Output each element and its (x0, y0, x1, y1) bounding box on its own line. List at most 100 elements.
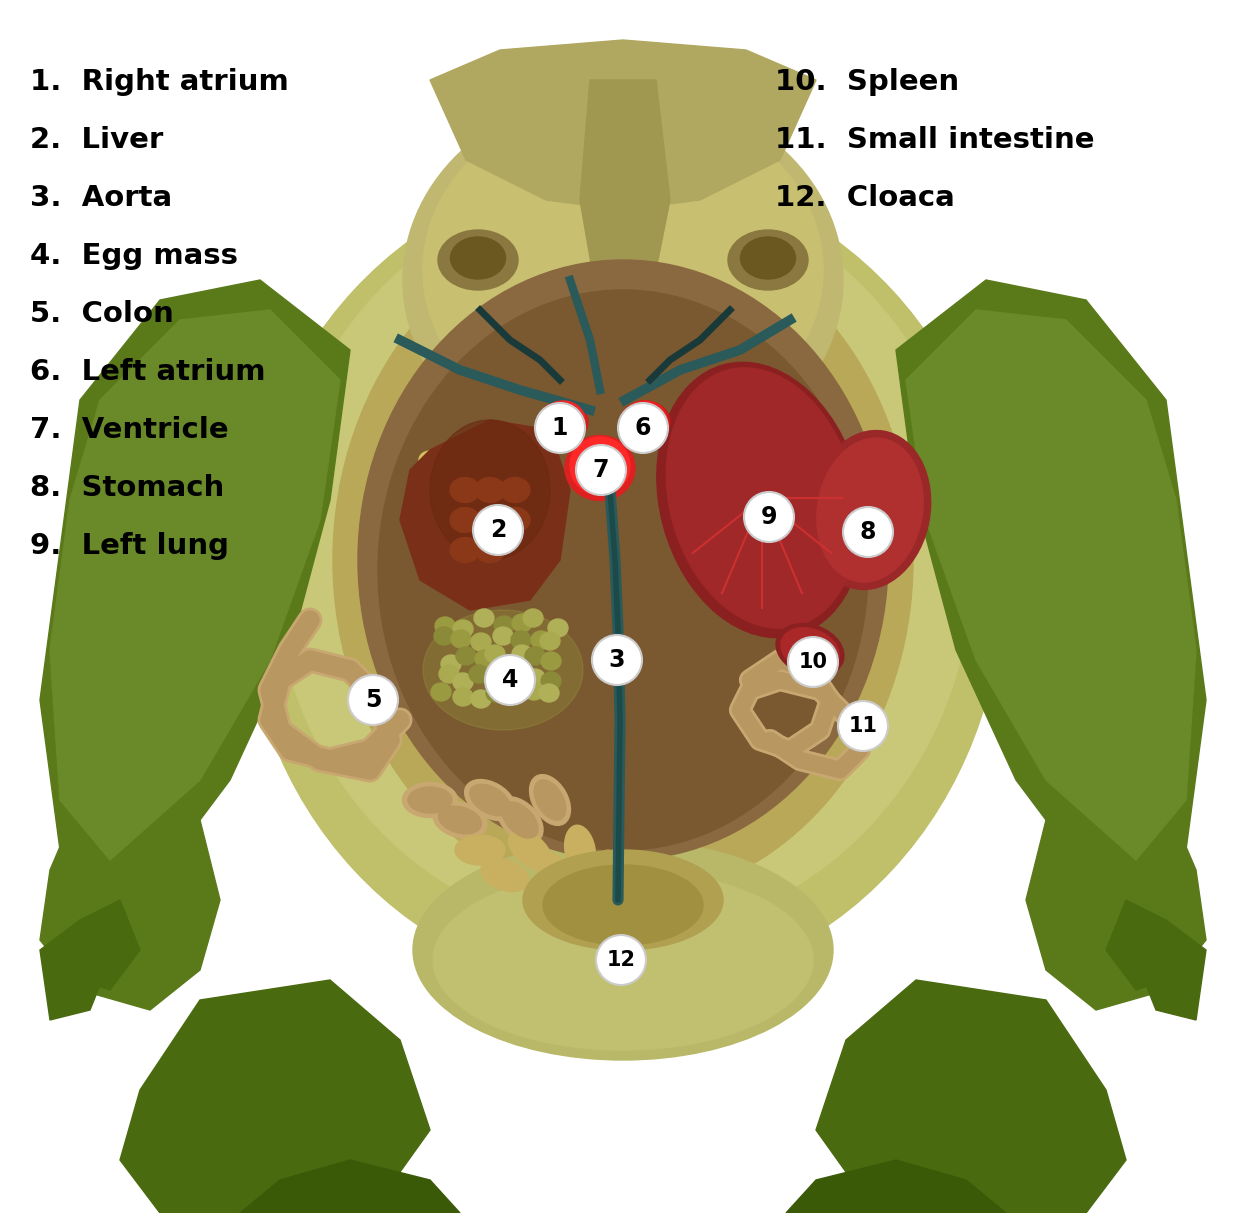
Ellipse shape (422, 99, 824, 440)
Ellipse shape (434, 870, 812, 1050)
Ellipse shape (439, 230, 518, 290)
Ellipse shape (510, 682, 530, 700)
Ellipse shape (540, 632, 559, 650)
Ellipse shape (541, 653, 561, 670)
Ellipse shape (523, 850, 723, 950)
Ellipse shape (333, 220, 913, 900)
Ellipse shape (449, 451, 471, 469)
Polygon shape (816, 980, 1126, 1213)
Text: 11: 11 (849, 716, 877, 736)
Ellipse shape (412, 839, 834, 1060)
Circle shape (485, 655, 535, 705)
Ellipse shape (548, 619, 568, 637)
Circle shape (839, 701, 888, 751)
Ellipse shape (450, 507, 480, 533)
Circle shape (787, 637, 839, 687)
Text: 5: 5 (365, 688, 381, 712)
Ellipse shape (569, 437, 630, 495)
Ellipse shape (493, 616, 515, 634)
Ellipse shape (481, 859, 530, 892)
Text: 8.  Stomach: 8. Stomach (30, 474, 224, 502)
Ellipse shape (537, 852, 573, 898)
Polygon shape (40, 280, 350, 900)
Text: 3.  Aorta: 3. Aorta (30, 184, 172, 212)
Ellipse shape (564, 435, 635, 501)
Ellipse shape (538, 402, 588, 443)
Text: 7.  Ventricle: 7. Ventricle (30, 416, 228, 444)
Ellipse shape (511, 631, 531, 649)
Ellipse shape (471, 690, 491, 708)
Ellipse shape (781, 628, 839, 672)
Polygon shape (240, 1160, 460, 1213)
Ellipse shape (439, 665, 459, 683)
Text: 6.  Left atrium: 6. Left atrium (30, 358, 265, 386)
Polygon shape (400, 420, 569, 610)
Circle shape (744, 492, 794, 542)
Text: 3: 3 (609, 648, 625, 672)
Ellipse shape (508, 830, 552, 870)
Ellipse shape (402, 782, 457, 818)
Ellipse shape (478, 491, 501, 509)
Circle shape (535, 403, 586, 452)
Ellipse shape (525, 682, 545, 700)
Ellipse shape (589, 850, 621, 900)
Polygon shape (896, 280, 1206, 900)
Ellipse shape (434, 802, 487, 838)
Ellipse shape (486, 664, 506, 682)
Ellipse shape (471, 633, 491, 651)
Text: 2.  Liver: 2. Liver (30, 126, 163, 154)
Ellipse shape (535, 780, 566, 820)
Ellipse shape (465, 780, 516, 820)
Ellipse shape (431, 683, 451, 701)
Ellipse shape (273, 186, 973, 935)
Ellipse shape (455, 835, 505, 865)
Polygon shape (120, 980, 430, 1213)
Ellipse shape (740, 237, 795, 279)
Text: 7: 7 (593, 459, 609, 482)
Ellipse shape (485, 645, 505, 664)
Circle shape (348, 674, 397, 725)
Ellipse shape (512, 614, 532, 632)
Circle shape (618, 403, 668, 452)
Ellipse shape (475, 507, 505, 533)
Ellipse shape (378, 290, 868, 850)
Ellipse shape (541, 402, 586, 439)
Ellipse shape (523, 609, 543, 627)
Polygon shape (1136, 919, 1206, 1020)
Ellipse shape (454, 688, 473, 706)
Polygon shape (786, 1160, 1006, 1213)
Ellipse shape (817, 438, 923, 582)
Ellipse shape (407, 787, 452, 813)
Ellipse shape (473, 609, 493, 627)
Ellipse shape (422, 610, 583, 730)
Ellipse shape (451, 237, 506, 279)
Ellipse shape (475, 650, 495, 668)
Circle shape (576, 445, 625, 495)
Ellipse shape (450, 537, 480, 563)
Ellipse shape (500, 507, 530, 533)
Ellipse shape (475, 478, 505, 502)
Ellipse shape (449, 491, 471, 509)
Text: 8: 8 (860, 520, 876, 543)
Ellipse shape (531, 631, 551, 649)
Ellipse shape (478, 451, 501, 469)
Ellipse shape (419, 491, 441, 509)
Ellipse shape (486, 684, 506, 702)
Text: 10: 10 (799, 653, 827, 672)
Ellipse shape (468, 665, 488, 683)
Text: 6: 6 (634, 416, 652, 440)
Text: 9.  Left lung: 9. Left lung (30, 533, 229, 560)
Circle shape (473, 505, 523, 556)
Ellipse shape (439, 807, 481, 833)
Ellipse shape (525, 647, 545, 665)
Ellipse shape (430, 420, 549, 560)
Text: 5.  Colon: 5. Colon (30, 300, 173, 328)
Text: 4: 4 (502, 668, 518, 691)
Text: 4.  Egg mass: 4. Egg mass (30, 243, 238, 270)
Text: 11.  Small intestine: 11. Small intestine (775, 126, 1094, 154)
Ellipse shape (454, 673, 473, 691)
Ellipse shape (623, 402, 667, 439)
Ellipse shape (470, 785, 510, 815)
Polygon shape (40, 919, 110, 1020)
Circle shape (596, 935, 645, 985)
